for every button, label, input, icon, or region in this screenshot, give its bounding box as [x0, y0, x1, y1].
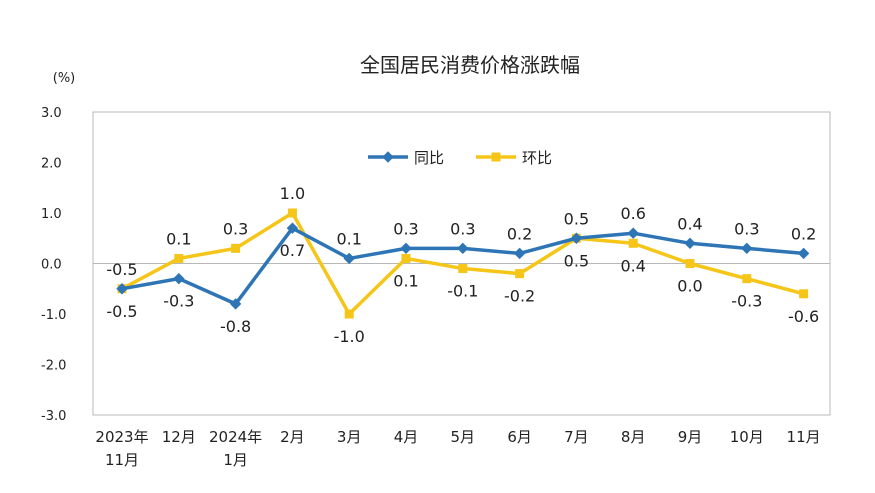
data-label-huanbi: 0.0 — [677, 277, 702, 296]
point-huanbi — [685, 259, 695, 268]
y-tick-label: 0.0 — [41, 258, 62, 273]
data-label-huanbi: 0.1 — [166, 229, 191, 248]
x-category-label: 2月 — [280, 428, 305, 446]
axis-labels-layer: 3.0 2.0 1.0 0.0 -1.0 -2.0 -3.0 2023年 11月 12月 2024年… — [41, 106, 821, 469]
point-huanbi — [401, 253, 411, 263]
legend-item-huanbi: 环比 — [476, 149, 552, 167]
point-huanbi — [799, 289, 809, 299]
data-label-huanbi: 1.0 — [280, 184, 305, 203]
data-label-tongbi: -0.5 — [106, 302, 137, 321]
data-label-tongbi: 0.2 — [507, 224, 532, 243]
series-layer — [116, 208, 810, 319]
legend-swatch-marker — [491, 152, 501, 162]
y-tick-label: 1.0 — [41, 207, 62, 222]
data-label-tongbi: 0.3 — [450, 219, 475, 238]
data-label-huanbi: -1.0 — [334, 327, 365, 346]
x-category-label: 12月 — [162, 428, 196, 446]
data-label-tongbi: 0.4 — [677, 214, 702, 233]
x-category-label: 9月 — [678, 428, 703, 446]
data-label-huanbi: -0.2 — [504, 287, 535, 306]
data-label-tongbi: 0.1 — [336, 229, 361, 248]
point-huanbi — [515, 269, 525, 279]
data-label-huanbi: 0.5 — [564, 251, 589, 270]
x-category-label: 7月 — [564, 428, 589, 446]
point-huanbi — [174, 253, 184, 263]
point-tongbi — [400, 242, 412, 255]
legend-label: 同比 — [414, 149, 444, 167]
point-tongbi — [173, 272, 185, 285]
x-category-label: 8月 — [621, 428, 646, 446]
data-label-tongbi: 0.5 — [564, 209, 589, 228]
data-label-tongbi: 0.3 — [734, 219, 759, 238]
x-category-label: 3月 — [337, 428, 362, 446]
point-huanbi — [344, 309, 354, 319]
point-tongbi — [627, 227, 639, 239]
data-label-tongbi: 0.3 — [393, 219, 418, 238]
data-labels-layer: -0.5 -0.3 -0.8 0.7 0.1 0.3 0.3 0.2 0.5 0.6 0.4 0.3 0… — [106, 184, 819, 346]
point-tongbi — [513, 247, 526, 260]
point-tongbi — [570, 232, 583, 244]
x-category-label: 11月 — [105, 451, 139, 469]
chart-title: 全国居民消费价格涨跌幅 — [360, 53, 580, 77]
data-label-huanbi: -0.6 — [788, 307, 819, 326]
x-category-label: 11月 — [787, 428, 821, 446]
point-tongbi — [457, 242, 469, 255]
legend: 同比 环比 — [368, 149, 552, 167]
point-huanbi — [742, 274, 752, 284]
x-category-label: 2024年 — [209, 428, 262, 446]
point-tongbi — [116, 283, 128, 295]
y-tick-label: 2.0 — [41, 157, 62, 172]
data-label-huanbi: 0.4 — [620, 256, 645, 275]
data-label-huanbi: -0.1 — [447, 282, 478, 301]
legend-swatch-marker — [382, 151, 394, 163]
data-label-tongbi: 0.6 — [620, 204, 645, 223]
x-category-label: 10月 — [730, 428, 764, 446]
data-label-tongbi: -0.3 — [163, 292, 194, 311]
x-category-label: 5月 — [451, 428, 476, 446]
legend-label: 环比 — [522, 149, 552, 167]
point-tongbi — [797, 247, 810, 260]
data-label-tongbi: 0.2 — [791, 224, 816, 243]
legend-item-tongbi: 同比 — [368, 149, 444, 167]
point-huanbi — [628, 238, 638, 248]
x-category-label: 1月 — [223, 451, 248, 469]
y-tick-label: -2.0 — [41, 359, 66, 374]
point-tongbi — [741, 242, 753, 255]
point-huanbi — [287, 208, 297, 218]
data-label-tongbi: -0.8 — [220, 317, 251, 336]
data-label-tongbi: 0.7 — [280, 241, 305, 260]
y-tick-label: -3.0 — [41, 409, 66, 424]
point-tongbi — [286, 222, 299, 234]
point-tongbi — [343, 252, 355, 265]
point-tongbi — [684, 237, 696, 250]
data-label-huanbi: 0.1 — [393, 271, 418, 290]
x-category-label: 6月 — [507, 428, 532, 446]
point-huanbi — [231, 243, 241, 253]
series-tongbi — [116, 222, 810, 310]
x-category-label: 2023年 — [95, 428, 148, 446]
data-label-huanbi: -0.3 — [731, 292, 762, 311]
y-tick-label: -1.0 — [41, 308, 66, 323]
point-tongbi — [229, 298, 242, 310]
point-huanbi — [458, 264, 468, 274]
x-category-label: 4月 — [394, 428, 419, 446]
data-label-huanbi: 0.3 — [223, 219, 248, 238]
data-label-huanbi: -0.5 — [106, 260, 137, 279]
y-axis-unit-label: (%) — [53, 71, 76, 86]
plot-frame-layer — [92, 111, 831, 416]
y-tick-label: 3.0 — [41, 106, 62, 121]
